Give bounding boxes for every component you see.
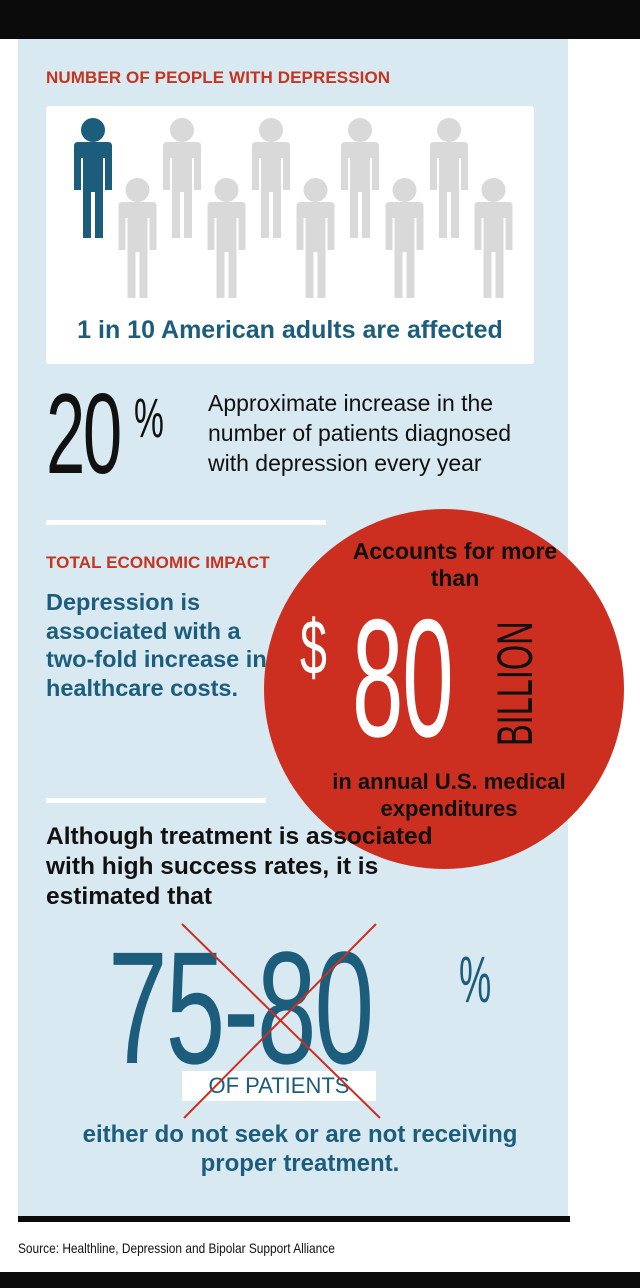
patients-label: OF PATIENTS bbox=[208, 1073, 350, 1098]
billion-label: BILLION bbox=[487, 621, 543, 746]
person-icon bbox=[296, 178, 335, 298]
economic-description: Depression is associated with a two-fold… bbox=[46, 589, 267, 701]
person-icon bbox=[474, 178, 513, 298]
treatment-conclusion: either do not seek or are not receiving … bbox=[82, 1121, 518, 1177]
person-icon bbox=[118, 178, 157, 298]
divider bbox=[46, 798, 266, 803]
person-icon bbox=[252, 118, 290, 238]
bottom-rule bbox=[18, 1216, 570, 1222]
economic-circle bbox=[264, 509, 624, 869]
billion-amount: 80 bbox=[352, 584, 454, 772]
bottom-bar bbox=[0, 1272, 640, 1288]
currency-sign: $ bbox=[300, 603, 327, 691]
people-icons bbox=[74, 118, 513, 298]
source-citation: Source: Healthline, Depression and Bipol… bbox=[18, 1240, 335, 1256]
circle-top-text: Accounts for more than bbox=[352, 538, 558, 591]
treatment-intro: Although treatment is associated with hi… bbox=[46, 823, 433, 910]
person-icon bbox=[341, 118, 379, 238]
person-icon bbox=[207, 178, 246, 298]
increase-description: Approximate increase in the number of pa… bbox=[208, 390, 512, 476]
people-caption: 1 in 10 American adults are affected bbox=[77, 316, 503, 344]
economic-heading: TOTAL ECONOMIC IMPACT bbox=[46, 553, 270, 572]
person-icon bbox=[430, 118, 468, 238]
increase-value: 20 bbox=[46, 371, 122, 498]
people-figures-box: 1 in 10 American adults are affected bbox=[46, 106, 534, 364]
treatment-range: 75-80 bbox=[108, 918, 374, 1097]
top-bar bbox=[0, 0, 640, 39]
person-icon-highlighted bbox=[74, 118, 112, 238]
person-icon bbox=[163, 118, 201, 238]
treatment-percent-sign: % bbox=[459, 942, 492, 1016]
circle-bottom-text: in annual U.S. medical expenditures bbox=[332, 769, 566, 821]
increase-percent-sign: % bbox=[134, 386, 164, 449]
people-heading: NUMBER OF PEOPLE WITH DEPRESSION bbox=[46, 68, 391, 87]
person-icon bbox=[385, 178, 424, 298]
divider bbox=[46, 520, 326, 525]
